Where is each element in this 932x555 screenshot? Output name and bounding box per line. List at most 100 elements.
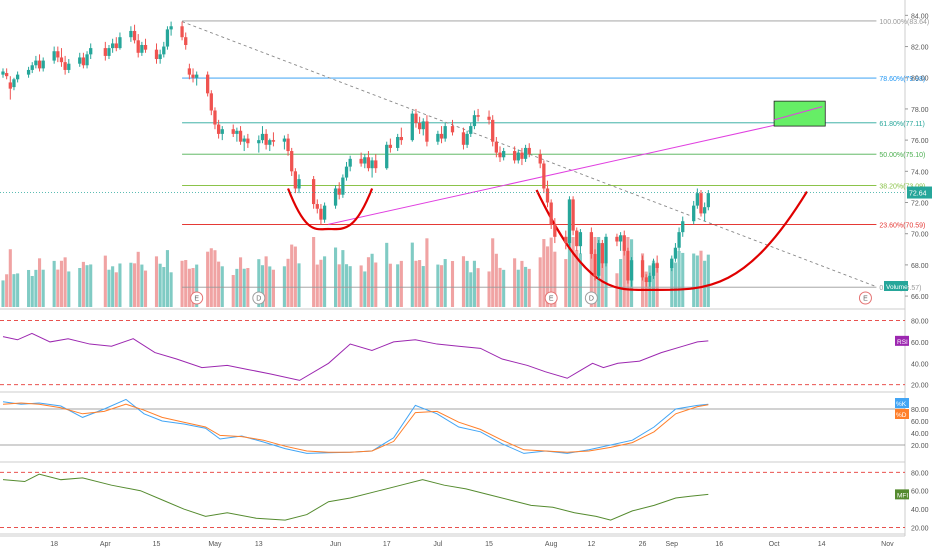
- candle-body: [670, 258, 674, 269]
- volume-bar: [461, 256, 466, 307]
- volume-bar: [436, 264, 440, 307]
- volume-badge[interactable]: [884, 281, 908, 291]
- fib-level-label: 50.00%(75.10): [879, 152, 925, 159]
- candle-body: [476, 115, 480, 117]
- time-axis-label: 12: [587, 541, 595, 548]
- candle-body: [154, 49, 159, 60]
- rsi-panel[interactable]: 20.00 40.00 60.00 80.00 RSI: [0, 319, 929, 393]
- stoch-k-badge[interactable]: [895, 398, 909, 408]
- price-axis-tick-label: 74.00: [911, 169, 929, 176]
- indicator-axis-label: 60.00: [911, 340, 929, 347]
- stoch-d-line: [2, 402, 709, 453]
- mfi-badge[interactable]: [895, 489, 909, 500]
- volume-bar: [600, 243, 604, 307]
- volume-bar: [41, 269, 45, 307]
- volume-bar: [63, 257, 67, 307]
- candle-body: [246, 138, 250, 144]
- candle-body: [129, 30, 133, 38]
- volume-bar: [154, 256, 159, 307]
- rsi-badge-label: RSI: [897, 339, 908, 346]
- volume-bar: [363, 271, 367, 307]
- rising-trendline[interactable]: [328, 124, 778, 225]
- price-axis-tick-label: 80.00: [911, 76, 929, 83]
- rsi-badge[interactable]: [895, 335, 909, 346]
- candle-body: [706, 193, 710, 208]
- indicator-axis-label: 40.00: [911, 431, 929, 438]
- event-marker-label: E: [863, 296, 868, 303]
- volume-bar: [264, 256, 268, 307]
- target-zone-box[interactable]: [773, 100, 826, 127]
- candle-body: [290, 151, 294, 172]
- volume-bar: [472, 260, 476, 307]
- time-axis-label: Jul: [433, 541, 442, 548]
- earnings-marker[interactable]: [858, 291, 872, 305]
- volume-bar: [195, 264, 199, 307]
- volume-bar: [677, 250, 681, 307]
- indicator-axis-label: 80.00: [911, 407, 929, 414]
- candle-body: [421, 121, 425, 130]
- earnings-marker[interactable]: [544, 291, 558, 305]
- fib-level-label: 23.60%(70.59): [879, 222, 925, 229]
- mfi-panel[interactable]: 20.00 40.00 60.00 80.00 MFI: [0, 470, 929, 535]
- volume-bar: [549, 237, 553, 307]
- time-axis-label: Jun: [330, 541, 341, 548]
- indicator-axis-label: 80.00: [911, 319, 929, 326]
- candle-body: [15, 74, 20, 80]
- event-marker-label: E: [549, 296, 554, 303]
- candle-body: [388, 144, 393, 148]
- candle-body: [293, 171, 298, 189]
- candle-body: [640, 260, 645, 278]
- last-price-badge[interactable]: [907, 186, 932, 199]
- volume-bar: [491, 238, 495, 307]
- fib-level-label: 38.20%(73.09): [879, 184, 925, 191]
- time-axis-label: 18: [50, 541, 58, 548]
- cup-pattern-curve[interactable]: [535, 189, 808, 291]
- candle-body: [399, 137, 403, 141]
- volume-bar: [341, 250, 345, 307]
- fib-level-label: 61.80%(77.11): [879, 121, 924, 128]
- stochastic-panel[interactable]: 20.00 40.00 60.00 80.00 %K %D: [0, 398, 929, 463]
- volume-bar: [334, 247, 338, 307]
- volume-bar: [8, 249, 12, 307]
- volume-bar: [209, 248, 213, 307]
- candle-body: [359, 158, 363, 164]
- volume-bar: [27, 269, 31, 307]
- candle-body: [512, 151, 517, 161]
- volume-badge-label: Volume: [886, 284, 908, 291]
- descending-trendline[interactable]: [181, 21, 877, 288]
- stoch-badge-label: %K: [896, 401, 907, 408]
- candle-body: [136, 40, 140, 53]
- candle-body: [1, 71, 5, 75]
- candle-body: [114, 43, 118, 49]
- volume-bar: [542, 239, 546, 307]
- price-axis-tick-label: 70.00: [911, 232, 929, 239]
- dividend-marker[interactable]: [584, 291, 598, 305]
- candle-body: [417, 122, 422, 130]
- time-axis[interactable]: 18 Apr 15 May 13 Jun 17 Jul 15 Aug 12 26 Sep 16 Oct 14 N…: [0, 535, 905, 548]
- volume-bar: [703, 260, 707, 307]
- volume-bar: [388, 263, 392, 307]
- dividend-marker[interactable]: [252, 291, 266, 305]
- volume-bar: [257, 259, 261, 307]
- volume-bar: [187, 268, 191, 307]
- candle-body: [238, 130, 243, 142]
- price-axis[interactable]: 66.00 68.00 70.00 72.00 74.00 76.00 78.00 80.00…: [0, 13, 932, 301]
- volume-bar: [37, 258, 42, 307]
- candle-body: [78, 57, 82, 64]
- stoch-d-badge[interactable]: [895, 409, 909, 419]
- earnings-marker[interactable]: [190, 291, 204, 305]
- volume-bar: [538, 257, 542, 307]
- candle-body: [67, 63, 71, 70]
- time-axis-label: Nov: [881, 541, 894, 548]
- chart-drawings[interactable]: [181, 21, 877, 291]
- volume-bar: [103, 255, 107, 307]
- candle-body: [209, 93, 213, 111]
- cup-pattern-curve[interactable]: [287, 188, 374, 231]
- price-axis-tick-label: 78.00: [911, 107, 929, 114]
- candle-body: [648, 275, 652, 283]
- volume-bar: [545, 246, 550, 307]
- candle-body: [578, 232, 583, 247]
